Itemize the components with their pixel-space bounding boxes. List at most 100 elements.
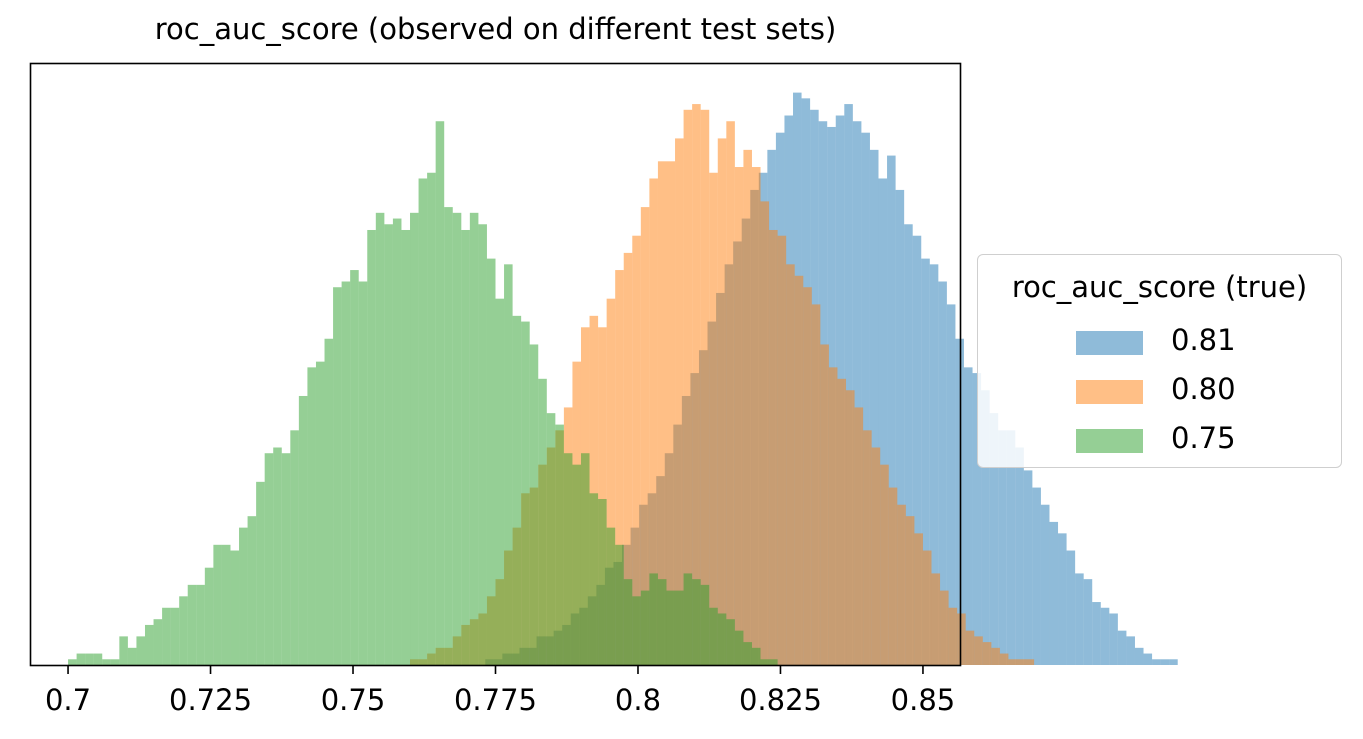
histogram-bar — [743, 149, 752, 665]
histogram-bar — [880, 464, 889, 665]
histogram-bar — [1023, 470, 1033, 665]
histogram-bar — [675, 138, 684, 665]
x-tick-label: 0.85 — [891, 683, 956, 717]
histogram-bar — [1006, 430, 1016, 665]
histogram-bar — [196, 584, 205, 665]
histogram-bar — [700, 109, 710, 666]
histogram-bar — [938, 281, 947, 665]
histogram-bar — [820, 344, 829, 665]
histogram-bar — [623, 579, 633, 665]
histogram-bar — [946, 304, 956, 665]
histogram-bar — [529, 344, 539, 665]
histogram-bar — [683, 573, 693, 665]
histogram-bar — [256, 481, 265, 665]
histogram-bar — [1126, 636, 1135, 665]
histogram-bar — [504, 264, 513, 665]
histogram-bar — [888, 487, 898, 665]
histogram-bar — [760, 201, 770, 665]
histogram-bar — [213, 544, 222, 665]
histogram-bar — [392, 218, 402, 666]
histogram-bar — [632, 235, 641, 665]
histogram-bar — [127, 647, 137, 665]
histogram-bar — [555, 424, 564, 665]
histogram-bar — [93, 653, 103, 665]
histogram-bar — [1160, 659, 1170, 665]
histogram-bar — [367, 229, 376, 665]
histogram-bar — [709, 172, 718, 665]
histogram-bar — [546, 413, 556, 665]
histogram-bar — [794, 275, 804, 665]
histogram-bar — [444, 207, 453, 665]
histogram-bar — [239, 527, 248, 665]
histogram-bar — [452, 212, 462, 666]
histogram-bar — [887, 155, 896, 666]
histogram-bar — [846, 390, 855, 665]
histogram-bar — [589, 315, 599, 665]
histogram-bar — [1008, 659, 1017, 665]
histogram-bar — [998, 430, 1007, 665]
histogram-bar — [298, 395, 308, 665]
histogram-bar — [709, 607, 718, 665]
histogram-bar — [85, 653, 94, 665]
series-0.75 — [68, 121, 778, 666]
histogram-bar — [76, 653, 86, 665]
histogram-bar — [726, 121, 735, 665]
histogram-bar — [981, 390, 990, 665]
histogram-bar — [717, 613, 727, 665]
histogram-bar — [869, 149, 879, 665]
histogram-bar — [743, 642, 752, 665]
histogram-bar — [153, 619, 163, 665]
histogram-bar — [1143, 653, 1153, 665]
histogram-bar — [965, 630, 975, 665]
histogram-bar — [110, 659, 120, 665]
histogram-bar — [734, 630, 744, 665]
histogram-bar — [948, 607, 958, 665]
histogram-bar — [1169, 659, 1178, 665]
histogram-bar — [871, 447, 881, 665]
histogram-bar — [675, 590, 684, 665]
histogram-bar — [861, 132, 870, 665]
histogram-bar — [68, 659, 77, 665]
histogram-bar — [769, 659, 778, 665]
histogram-bar — [1032, 487, 1041, 665]
histogram-bar — [649, 573, 658, 665]
histogram-bar — [895, 189, 905, 665]
histogram-bar — [963, 367, 973, 665]
histogram-bar — [863, 430, 872, 665]
histogram-bar — [307, 367, 316, 665]
histogram-bar — [512, 315, 522, 665]
histogram-bar — [640, 207, 650, 665]
legend-label: 0.80 — [1171, 372, 1236, 406]
histogram-bar — [734, 167, 744, 665]
legend: roc_auc_score (true) 0.81 0.80 0.75 — [977, 254, 1342, 468]
histogram-bar — [1066, 550, 1076, 665]
histogram-bar — [144, 624, 154, 665]
histogram-bar — [401, 229, 411, 665]
histogram-bar — [769, 229, 778, 665]
histogram-bar — [521, 321, 530, 665]
histogram-bar — [957, 613, 966, 665]
histogram-bar — [1100, 607, 1110, 665]
histogram-bar — [281, 453, 291, 665]
histogram-bar — [1025, 659, 1035, 665]
histogram-bar — [221, 544, 231, 665]
histogram-bar — [179, 596, 188, 665]
histogram-bar — [1075, 573, 1084, 665]
histogram-bar — [606, 527, 616, 665]
legend-label: 0.81 — [1171, 323, 1236, 357]
histogram-bar — [999, 653, 1009, 665]
histogram-bar — [136, 636, 145, 665]
histogram-bar — [563, 453, 573, 665]
histogram-bar — [580, 453, 590, 665]
histogram-bar — [852, 121, 862, 665]
histogram-bar — [375, 212, 385, 666]
histogram-bar — [478, 224, 487, 665]
histogram-bar — [982, 642, 992, 665]
chart-title: roc_auc_score (observed on different tes… — [154, 12, 837, 46]
histogram-bar — [486, 258, 496, 665]
histogram-bar — [921, 258, 930, 665]
histogram-bar — [264, 453, 274, 665]
histogram-bar — [427, 172, 436, 665]
histogram-bar — [929, 264, 939, 665]
